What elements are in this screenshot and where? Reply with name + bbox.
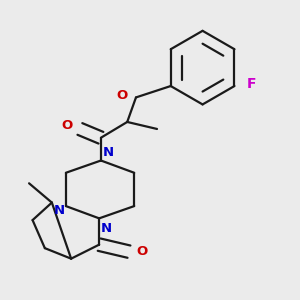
- Text: N: N: [54, 204, 65, 217]
- Text: F: F: [247, 77, 256, 91]
- Text: N: N: [101, 222, 112, 235]
- Text: O: O: [136, 245, 147, 258]
- Text: N: N: [103, 146, 114, 159]
- Text: O: O: [116, 89, 127, 102]
- Text: O: O: [61, 119, 73, 132]
